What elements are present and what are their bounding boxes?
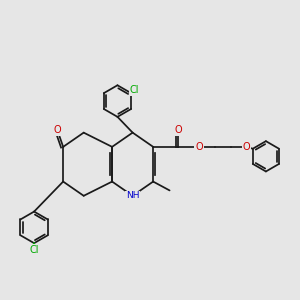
Text: O: O <box>54 125 61 135</box>
Text: O: O <box>175 125 182 135</box>
Text: NH: NH <box>126 191 140 200</box>
Text: O: O <box>195 142 203 152</box>
Text: Cl: Cl <box>29 245 39 255</box>
Text: O: O <box>242 142 250 152</box>
Text: Cl: Cl <box>130 85 139 95</box>
